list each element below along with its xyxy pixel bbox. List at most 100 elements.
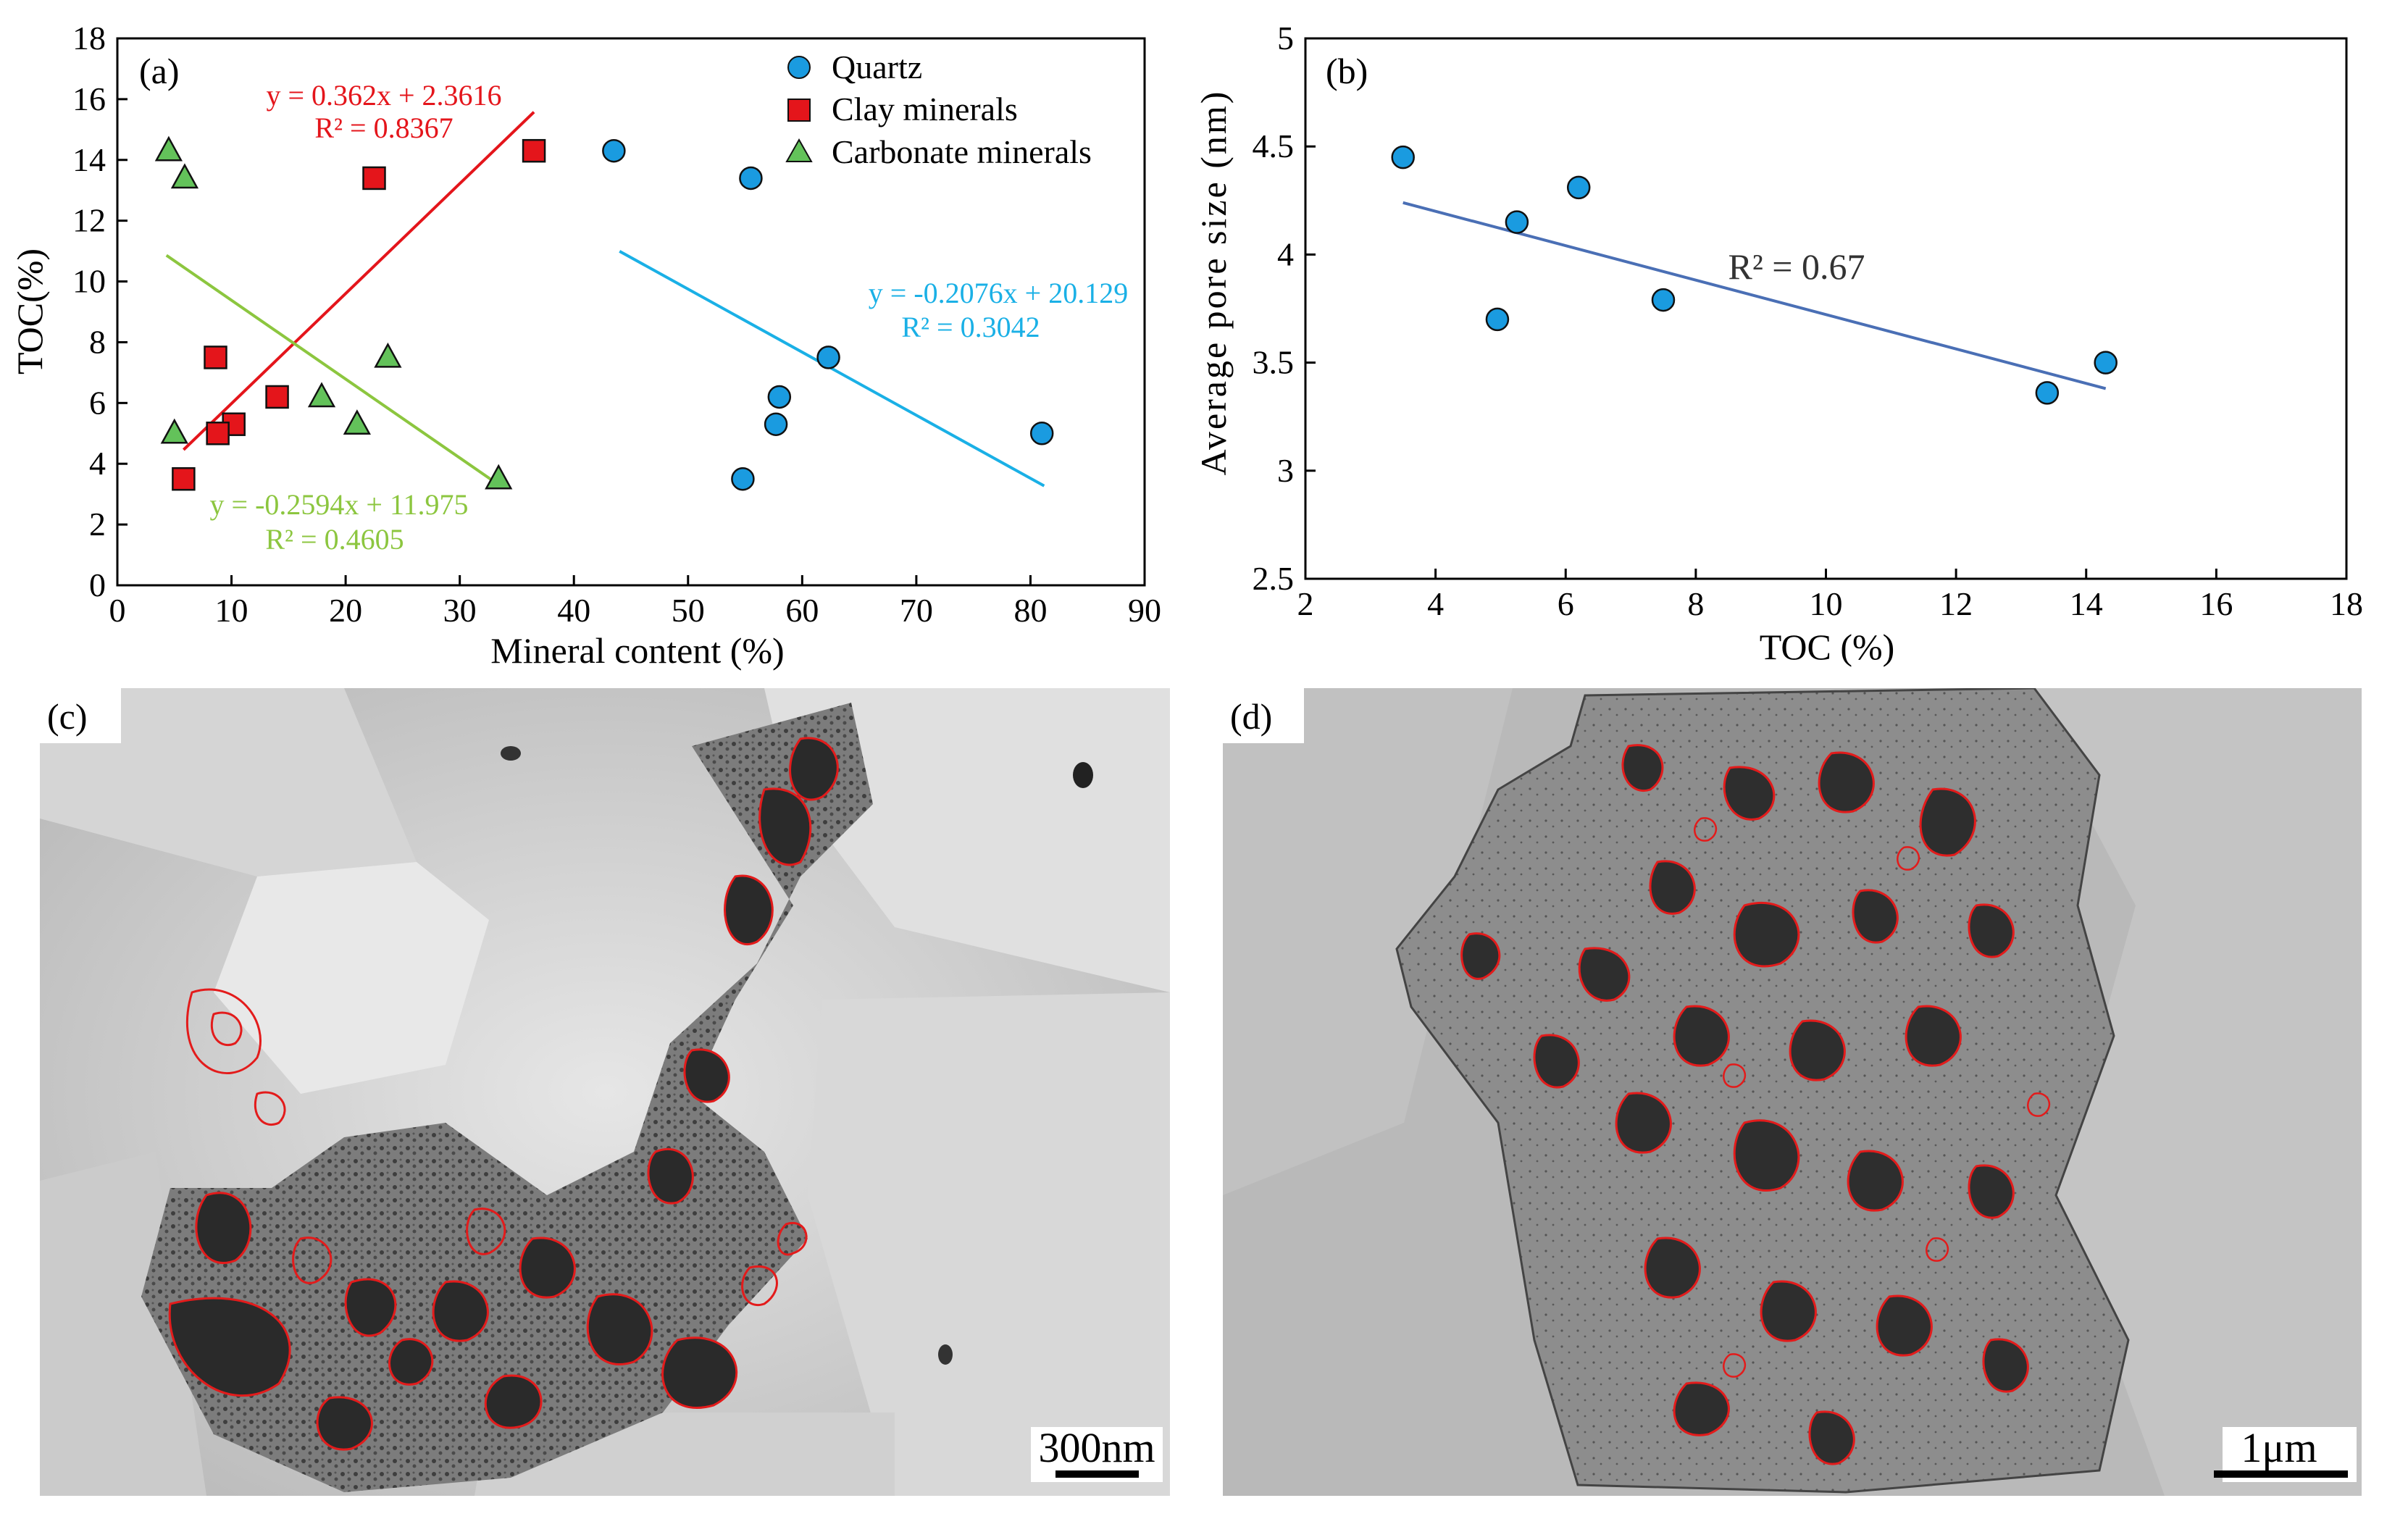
data-point	[767, 385, 792, 409]
data-point	[307, 382, 336, 408]
data-point	[2035, 381, 2060, 405]
y-axis-label: TOC(%)	[9, 248, 50, 374]
data-point	[731, 466, 755, 491]
data-point	[362, 166, 386, 191]
data-point	[1505, 210, 1529, 234]
carbonate-fit-r2: R² = 0.4605	[265, 523, 404, 556]
x-tick-label: 40	[557, 592, 590, 629]
chart-b: 2 4 6 8 10 12 14 16 18 2.5 3 3.5 4 4.5 5 (b) TOC (%) A…	[1193, 20, 2364, 667]
sem-image-d: (d) 1μm	[1223, 688, 2362, 1496]
x-tick-label: 2	[1297, 585, 1314, 622]
axis-ticks: 0 10 20 30 40 50 60 70 80 90 0 2 4 6 8 10 12 14 16 18	[72, 20, 1161, 629]
y-tick-label: 14	[72, 141, 106, 178]
y-tick-label: 2	[89, 506, 106, 543]
fit-line	[1402, 201, 2107, 390]
x-tick-label: 50	[672, 592, 705, 629]
sem-c-graphic: (c) 300nm	[40, 688, 1170, 1496]
data-point	[1651, 288, 1676, 312]
fit-r2: R² = 0.67	[1728, 246, 1865, 287]
data-point	[374, 342, 402, 368]
y-tick-label: 16	[72, 80, 106, 117]
legend-marker-carbonate	[785, 138, 813, 162]
data-point	[154, 135, 183, 162]
y-tick-label: 8	[89, 323, 106, 360]
panel-label: (b)	[1326, 51, 1368, 91]
data-point	[764, 412, 788, 436]
axis-ticks: 2 4 6 8 10 12 14 16 18 2.5 3 3.5 4 4.5 5	[1253, 20, 2364, 622]
plot-frame	[116, 37, 1146, 587]
x-tick-label: 10	[215, 592, 248, 629]
trend-lines	[1402, 201, 2107, 390]
data-point	[522, 138, 546, 163]
panel-label: (a)	[139, 51, 180, 91]
clay-fit-r2: R² = 0.8367	[314, 112, 453, 144]
data-point	[816, 346, 840, 369]
sem-d-graphic: (d) 1μm	[1223, 688, 2362, 1496]
x-tick-label: 60	[785, 592, 819, 629]
data-points	[154, 135, 1054, 491]
sem-image-c: (c) 300nm	[40, 688, 1170, 1496]
data-point	[172, 466, 196, 491]
legend-marker-quartz	[787, 56, 811, 79]
y-tick-label: 5	[1277, 20, 1294, 57]
legend-marker-clay	[787, 99, 811, 122]
y-tick-label: 10	[72, 263, 106, 300]
y-tick-label: 2.5	[1253, 560, 1295, 597]
plot-frame	[1304, 37, 2348, 580]
y-tick-label: 3.5	[1253, 344, 1295, 381]
data-point	[204, 346, 227, 369]
x-tick-label: 16	[2199, 585, 2233, 622]
data-point	[1566, 175, 1591, 200]
quartz-fit-r2: R² = 0.3042	[901, 311, 1040, 343]
fit-line	[165, 254, 500, 486]
data-point	[206, 422, 230, 445]
x-tick-label: 12	[1939, 585, 1973, 622]
data-points	[1391, 145, 2118, 405]
x-tick-label: 70	[900, 592, 933, 629]
y-tick-label: 4.5	[1253, 127, 1295, 164]
y-axis-label: Average pore size (nm)	[1193, 90, 1234, 476]
data-point	[160, 418, 188, 444]
x-tick-label: 90	[1128, 592, 1161, 629]
legend: Quartz Clay minerals Carbonate minerals	[785, 49, 1092, 170]
data-point	[1029, 422, 1054, 445]
clay-fit-equation: y = 0.362x + 2.3616	[266, 79, 501, 112]
x-tick-label: 8	[1687, 585, 1704, 622]
legend-label-quartz: Quartz	[832, 49, 922, 85]
panel-label-d: (d)	[1230, 696, 1272, 737]
x-axis-label: Mineral content (%)	[490, 630, 784, 671]
x-tick-label: 6	[1558, 585, 1574, 622]
x-tick-label: 18	[2330, 585, 2363, 622]
fit-line	[182, 111, 535, 451]
scale-bar-label-c: 300nm	[1038, 1424, 1155, 1471]
scale-bar-label-d: 1μm	[2241, 1424, 2317, 1471]
legend-label-clay: Clay minerals	[832, 91, 1018, 127]
data-point	[602, 138, 626, 163]
panel-label-c: (c)	[47, 696, 88, 737]
x-tick-label: 80	[1013, 592, 1047, 629]
data-point	[485, 464, 513, 490]
data-point	[739, 166, 763, 191]
chart-a: 0 10 20 30 40 50 60 70 80 90 0 2 4 6 8 10 12 14 16 18 (a) M…	[9, 20, 1161, 671]
x-axis-label: TOC (%)	[1760, 627, 1895, 667]
x-tick-label: 4	[1427, 585, 1444, 622]
x-tick-label: 14	[2070, 585, 2103, 622]
scale-bar-d	[2214, 1470, 2348, 1478]
y-tick-label: 0	[89, 566, 106, 603]
scale-bar-c	[1055, 1470, 1139, 1478]
y-tick-label: 12	[72, 202, 106, 239]
y-tick-label: 3	[1277, 452, 1294, 489]
y-tick-label: 4	[89, 445, 106, 482]
x-tick-label: 20	[329, 592, 362, 629]
data-point	[265, 385, 289, 409]
legend-label-carbonate: Carbonate minerals	[832, 133, 1092, 170]
y-tick-label: 18	[72, 20, 106, 57]
data-point	[170, 163, 199, 189]
data-point	[1485, 307, 1510, 332]
y-tick-label: 4	[1277, 235, 1294, 272]
x-tick-label: 0	[109, 592, 126, 629]
x-tick-label: 30	[443, 592, 477, 629]
carbonate-fit-equation: y = -0.2594x + 11.975	[210, 488, 469, 521]
y-tick-label: 6	[89, 384, 106, 421]
quartz-fit-equation: y = -0.2076x + 20.129	[869, 277, 1128, 309]
